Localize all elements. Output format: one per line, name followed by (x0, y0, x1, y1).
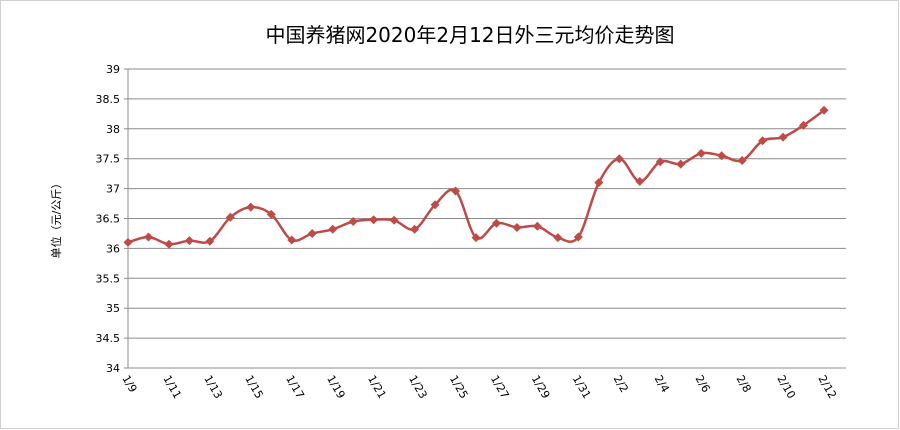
point (655, 157, 665, 167)
y-tick-label: 35 (106, 302, 120, 315)
y-tick-label: 36.5 (96, 213, 121, 226)
point (717, 151, 727, 161)
point (225, 212, 235, 222)
y-tick-label: 34.5 (96, 332, 121, 345)
point (430, 200, 440, 210)
point (246, 202, 256, 212)
point (532, 221, 542, 231)
point (348, 216, 358, 226)
chart-title: 中国养猪网2020年2月12日外三元均价走势图 (265, 23, 674, 47)
point (758, 136, 768, 146)
y-tick-label: 38.5 (96, 93, 121, 106)
point (328, 224, 338, 234)
point (696, 148, 706, 158)
point (143, 232, 153, 242)
point (164, 239, 174, 249)
point (410, 224, 420, 234)
y-axis-label: 单位（元/公斤） (49, 178, 63, 259)
point (799, 120, 809, 130)
point (778, 132, 788, 142)
point (614, 154, 624, 164)
point (184, 236, 194, 246)
point (287, 235, 297, 245)
y-tick-label: 36 (106, 242, 120, 255)
point (573, 232, 583, 242)
point (676, 159, 686, 169)
point (737, 155, 747, 165)
y-tick-label: 34 (106, 362, 120, 375)
point (553, 233, 563, 243)
point (819, 105, 829, 115)
y-tick-label: 39 (106, 63, 120, 76)
point (512, 222, 522, 232)
point (491, 218, 501, 228)
point (389, 215, 399, 225)
point (471, 233, 481, 243)
y-tick-label: 37 (106, 183, 120, 196)
point (369, 215, 379, 225)
y-tick-label: 35.5 (96, 272, 121, 285)
y-tick-label: 38 (106, 123, 120, 136)
point (205, 236, 215, 246)
y-tick-label: 37.5 (96, 153, 121, 166)
point (594, 178, 604, 188)
point (307, 228, 317, 238)
point (266, 209, 276, 219)
point (123, 237, 133, 247)
point (635, 176, 645, 186)
point (451, 186, 461, 196)
